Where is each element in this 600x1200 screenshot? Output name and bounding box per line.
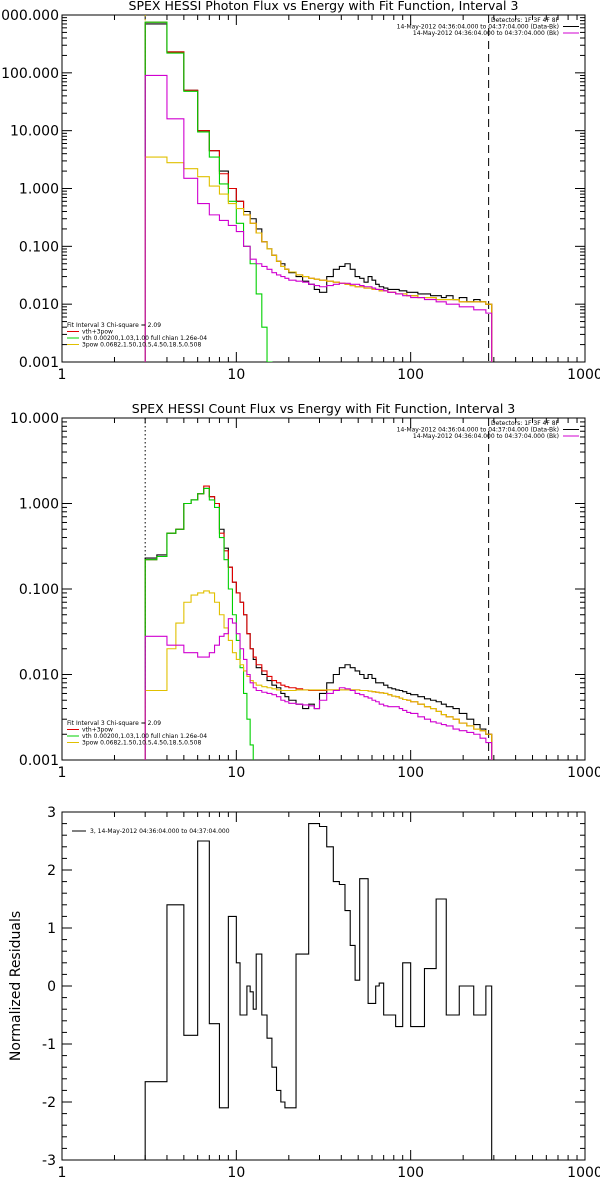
y-tick-label: 0.100 [19,239,59,255]
series-line-vth [144,487,254,760]
x-tick-label: 100 [397,765,424,781]
x-tick-label: 1000 [567,1165,600,1181]
y-tick-label: 1 [47,921,56,937]
y-tick-label: 0.001 [19,753,59,769]
legend-entry: vth 0.00200,1.03,1.00 full chian 1.26e-0… [82,335,207,342]
y-tick-label: 0.010 [19,297,59,313]
y-tick-label: -1 [42,1037,56,1053]
series-line-data-bk [144,487,493,760]
chart-title: SPEX HESSI Count Flux vs Energy with Fit… [132,401,515,416]
y-tick-label: 0.100 [19,582,59,598]
legend-entry: vth+3pow [82,727,113,734]
legend-entry: vth+3pow [82,329,113,336]
series-line-3pow [144,156,493,362]
x-tick-label: 100 [397,1165,424,1181]
legend-entry: 3pow 0.0682,1.50,10.5,4.50,18.5,0.508 [82,740,201,747]
legend-entry: Detectors: 1F 3F 4F 8F [491,420,560,427]
series-line-bk [144,618,493,760]
y-tick-label: 0.010 [19,668,59,684]
chart-1: SPEX HESSI Photon Flux vs Energy with Fi… [0,0,600,383]
x-tick-label: 10 [227,1165,245,1181]
x-tick-label: 1000 [567,367,600,383]
y-axis-label: Normalized Residuals [8,911,24,1061]
x-tick-label: 100 [397,367,424,383]
y-tick-label: 100.000 [1,66,59,82]
x-tick-label: 10 [227,367,245,383]
chart-2: SPEX HESSI Count Flux vs Energy with Fit… [10,401,600,781]
legend-entry: Fit Interval 3 Chi-square = 2.09 [67,720,161,727]
legend-entry: vth 0.00200,1.03,1.00 full chian 1.26e-0… [82,733,207,740]
y-tick-label: 10.000 [10,411,59,427]
y-tick-label: 1000.000 [0,8,59,24]
chart-3: 1 10 100 1000 -3 -2 -1 0 1 2 3 Normalized Residuals… [8,805,600,1181]
x-tick-label: 1 [58,367,67,383]
legend-entry: 3pow 0.0682,1.50,10.5,4.50,18.5,0.508 [82,342,201,349]
legend-entry: 3, 14-May-2012 04:36:04.000 to 04:37:04.… [90,828,230,835]
y-tick-label: -3 [42,1153,56,1169]
x-tick-label: 1 [58,1165,67,1181]
y-tick-label: 0.001 [19,355,59,371]
y-tick-label: 3 [47,805,56,821]
y-tick-label: 1.000 [19,182,59,198]
legend-entry: 14-May-2012 04:36:04.000 to 04:37:04.000… [397,427,559,434]
series-line-residuals [144,823,493,1160]
legend-entry: Fit Interval 3 Chi-square = 2.09 [67,322,161,329]
y-tick-label: 2 [47,863,56,879]
x-tick-label: 1000 [567,765,600,781]
chart-title: SPEX HESSI Photon Flux vs Energy with Fi… [129,0,519,13]
x-tick-label: 10 [227,765,245,781]
series-line-vth [144,21,273,362]
legend-entry: 14-May-2012 04:36:04.000 to 04:37:04.000… [413,30,559,37]
legend-entry: 14-May-2012 04:36:04.000 to 04:37:04.000… [397,24,559,31]
series-line-bk [144,74,493,362]
y-tick-label: 0 [47,979,56,995]
series-line-3pow [144,590,493,760]
y-tick-label: 10.000 [10,124,59,140]
legend-entry: Detectors: 1F 3F 4F 8F [491,17,560,24]
x-tick-label: 1 [58,765,67,781]
y-tick-label: 1.000 [19,497,59,513]
legend-entry: 14-May-2012 04:36:04.000 to 04:37:04.000… [413,433,559,440]
y-tick-label: -2 [42,1095,56,1111]
